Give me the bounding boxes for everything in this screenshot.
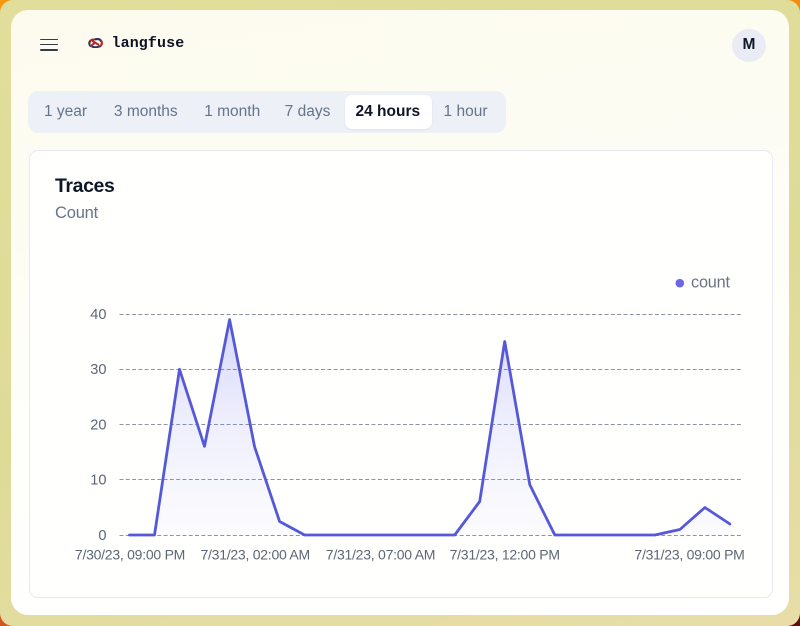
svg-text:7/31/23, 12:00 PM: 7/31/23, 12:00 PM [450,547,560,563]
svg-text:0: 0 [98,528,106,544]
svg-text:20: 20 [90,417,106,433]
svg-text:40: 40 [90,307,106,323]
svg-text:30: 30 [90,362,106,378]
svg-text:7/31/23, 07:00 AM: 7/31/23, 07:00 AM [326,547,435,563]
svg-text:10: 10 [90,473,106,489]
svg-text:7/31/23, 02:00 AM: 7/31/23, 02:00 AM [201,547,310,563]
svg-text:7/30/23, 09:00 PM: 7/30/23, 09:00 PM [75,547,185,563]
svg-text:count: count [691,273,731,291]
svg-text:7/31/23, 09:00 PM: 7/31/23, 09:00 PM [634,547,744,563]
